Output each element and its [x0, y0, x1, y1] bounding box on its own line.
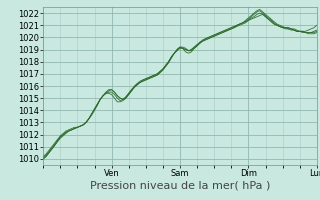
X-axis label: Pression niveau de la mer( hPa ): Pression niveau de la mer( hPa ): [90, 181, 270, 191]
